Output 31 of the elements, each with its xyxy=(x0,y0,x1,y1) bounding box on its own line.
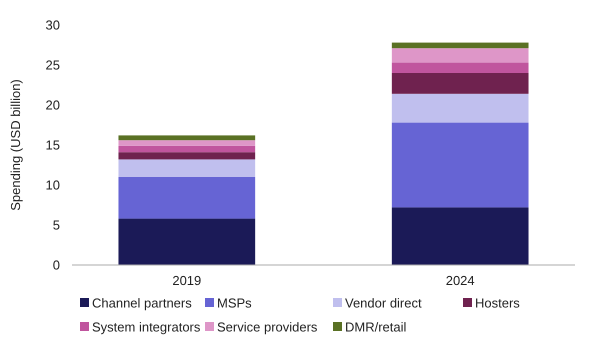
y-axis-title: Spending (USD billion) xyxy=(8,79,23,211)
y-tick-label: 10 xyxy=(46,178,60,193)
y-tick-label: 25 xyxy=(46,58,60,73)
bar xyxy=(118,218,256,265)
legend-label: DMR/retail xyxy=(345,320,407,335)
legend-label: Service providers xyxy=(217,320,318,335)
legend-label: MSPs xyxy=(217,296,252,311)
y-tick-label: 30 xyxy=(46,18,60,33)
bar xyxy=(118,152,256,160)
legend-label: Hosters xyxy=(475,296,520,311)
y-tick-label: 15 xyxy=(46,138,60,153)
x-tick-label: 2019 xyxy=(172,273,202,288)
bar xyxy=(118,135,256,140)
bar xyxy=(392,207,529,265)
bar xyxy=(392,122,529,208)
x-tick-label: 2024 xyxy=(446,273,475,288)
y-tick-label: 0 xyxy=(52,258,60,273)
y-tick-label: 5 xyxy=(52,218,60,233)
legend-label: Vendor direct xyxy=(345,296,422,311)
bar xyxy=(118,177,256,219)
bar xyxy=(392,42,529,48)
legend-label: Channel partners xyxy=(92,296,192,311)
y-tick-label: 20 xyxy=(46,98,60,113)
bar xyxy=(118,159,256,177)
legend-label: System integrators xyxy=(92,320,201,335)
bar xyxy=(392,62,529,73)
bar xyxy=(392,48,529,63)
bar xyxy=(118,146,256,152)
bar xyxy=(118,140,256,146)
bar xyxy=(392,94,529,123)
bar xyxy=(392,73,529,94)
